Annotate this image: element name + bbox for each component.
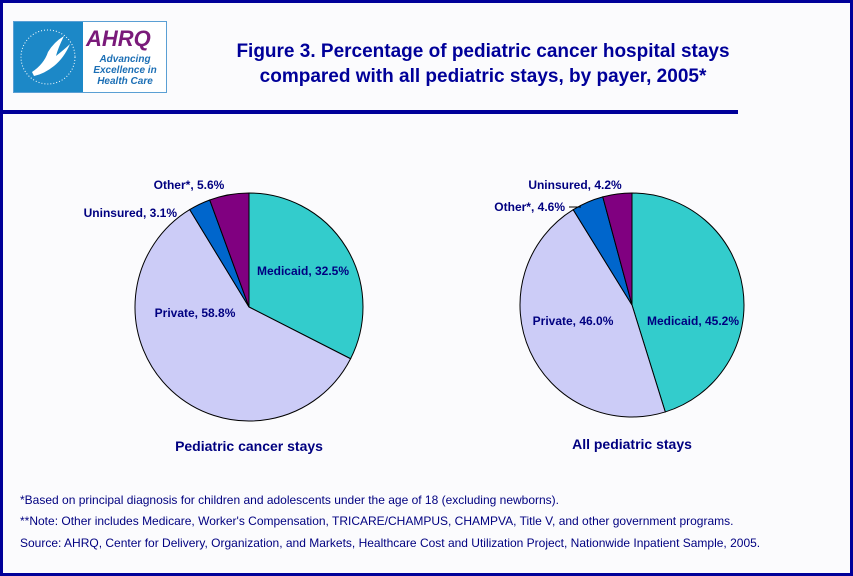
hhs-seal-icon <box>14 22 83 92</box>
ahrq-logo: AHRQ Advancing Excellence in Health Care <box>13 21 167 93</box>
pie-charts: Medicaid, 32.5% Private, 58.8% Uninsured, … <box>84 178 745 454</box>
pie-caption: Pediatric cancer stays <box>175 438 323 454</box>
pie-slice-private <box>519 209 666 418</box>
pie-slice-other <box>209 192 250 308</box>
title-line-2: compared with all pediatric stays, by pa… <box>259 66 707 87</box>
ahrq-wordmark: AHRQ <box>86 26 151 51</box>
logo-tagline: Advancing Excellence in Health Care <box>93 54 157 87</box>
pie-slice-private <box>134 208 352 422</box>
slice-label: Other*, 5.6% <box>154 178 225 192</box>
header-divider <box>3 110 738 114</box>
footnote-2: **Note: Other includes Medicare, Worker'… <box>20 514 734 528</box>
pie-caption: All pediatric stays <box>572 436 692 452</box>
figure-title: Figure 3. Percentage of pediatric cancer… <box>183 39 783 89</box>
pie-slice-medicaid <box>248 192 364 360</box>
slice-label: Private, 46.0% <box>533 314 614 328</box>
source-note: Source: AHRQ, Center for Delivery, Organ… <box>20 536 761 550</box>
slice-label: Medicaid, 45.2% <box>647 314 739 328</box>
pie-slice-uninsured <box>602 192 633 306</box>
slice-label: Uninsured, 4.2% <box>528 178 622 192</box>
pie-slice-medicaid <box>631 192 745 413</box>
footnote-1: *Based on principal diagnosis for childr… <box>20 493 560 507</box>
slice-label: Other*, 4.6% <box>494 200 565 214</box>
slice-label: Medicaid, 32.5% <box>257 264 349 278</box>
slice-label: Private, 58.8% <box>155 306 236 320</box>
slice-label: Uninsured, 3.1% <box>84 206 178 220</box>
title-line-1: Figure 3. Percentage of pediatric cancer… <box>236 41 730 62</box>
